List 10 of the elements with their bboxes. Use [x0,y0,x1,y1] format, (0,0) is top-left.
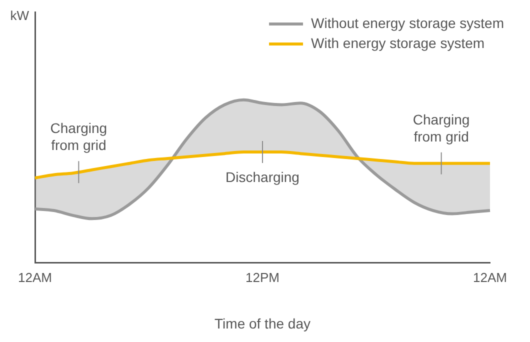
x-tick-label: 12PM [246,270,280,285]
legend-label: With energy storage system [311,34,485,51]
x-tick-label: 12AM [473,270,507,285]
legend-label: Without energy storage system [311,14,504,31]
annotation: Charging from grid [412,111,470,144]
text: kW [10,8,30,23]
x-tick-label: 12AM [18,270,52,285]
x-axis-title: Time of the day [214,315,310,332]
annotation: Charging from grid [50,120,108,154]
annotation: Discharging [226,168,300,185]
